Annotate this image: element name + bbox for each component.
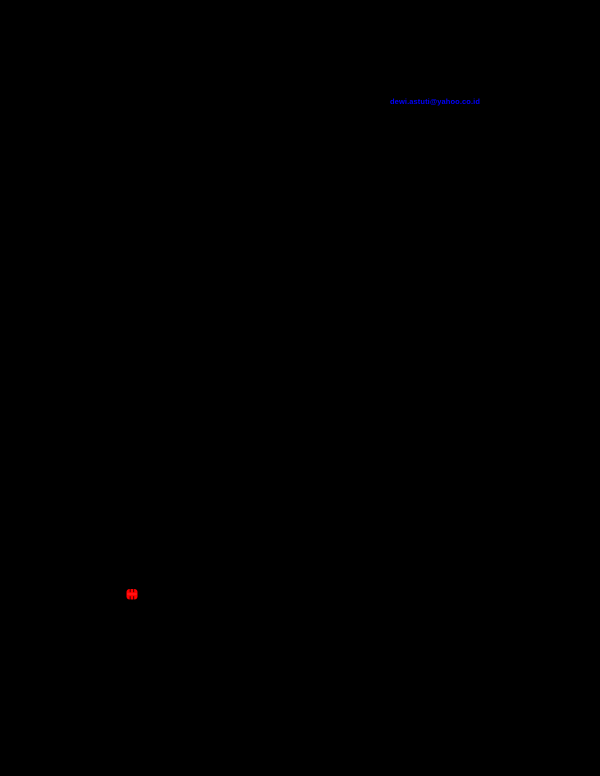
author-email-link[interactable]: dewi.astuti@yahoo.co.id — [390, 97, 481, 106]
red-logo-icon — [126, 588, 138, 600]
